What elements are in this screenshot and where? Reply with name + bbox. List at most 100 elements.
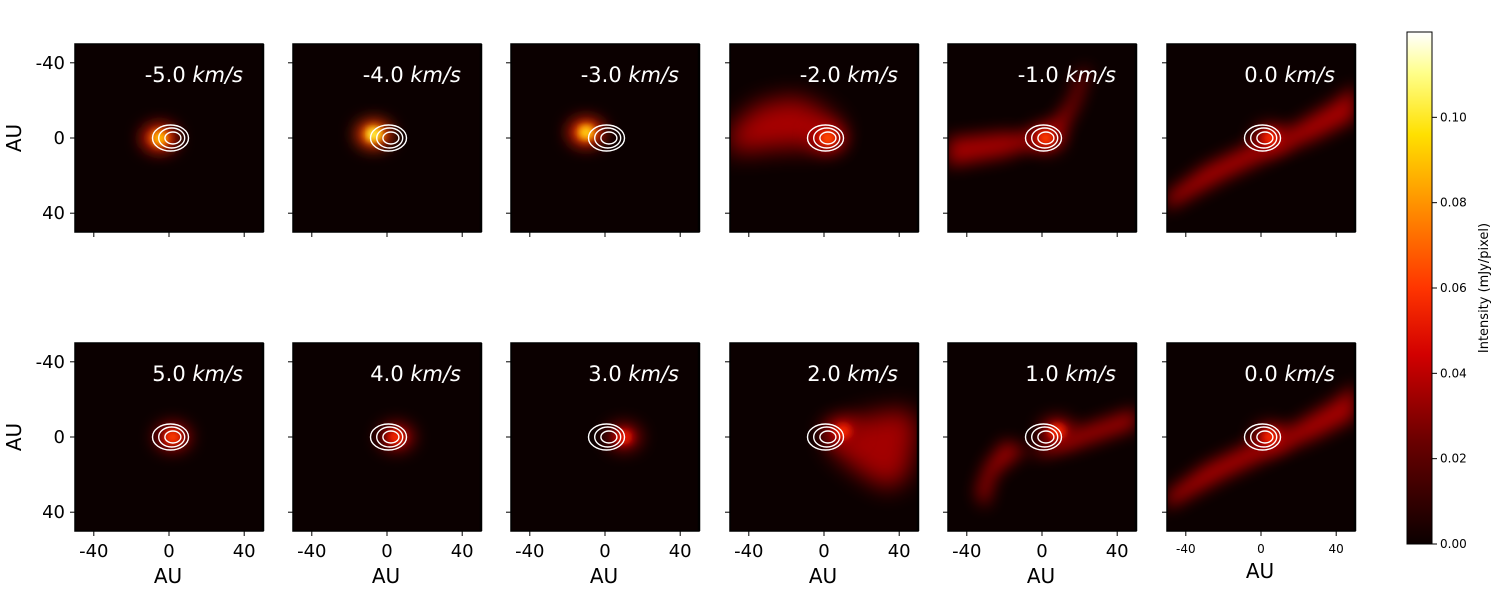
panel-r1-c2: -4.0 km/s	[288, 43, 483, 237]
extended-emission	[948, 66, 1089, 167]
y-tick-label: 40	[42, 502, 65, 523]
y-tick-label: 0	[54, 128, 65, 149]
contour-level	[1030, 426, 1059, 448]
velocity-unit: km/s	[1065, 63, 1116, 87]
x-tick-label: -40	[734, 541, 763, 562]
panel-r2-c1: 5.0 km/s -40 -40 0 0 40 40 AU AU	[2, 342, 265, 588]
x-tick-label: -40	[1176, 542, 1196, 556]
velocity-label: -4.0 km/s	[363, 63, 461, 87]
velocity-unit: km/s	[847, 63, 898, 87]
velocity-label: -1.0 km/s	[1018, 63, 1116, 87]
velocity-label: 5.0 km/s	[152, 362, 243, 386]
panel-r2-c2: 4.0 km/s -40 0 40 AU	[288, 342, 483, 588]
velocity-value: 2.0	[807, 362, 847, 386]
colorbar-tick-label: 0.02	[1440, 452, 1467, 466]
peak-center	[155, 134, 164, 142]
contour-level	[1249, 426, 1278, 448]
panel-r2-c6: 0.0 km/s -40 0 40 AU	[1162, 342, 1357, 583]
x-tick-label: 40	[1106, 541, 1129, 562]
x-axis-label: AU	[809, 564, 837, 588]
contour-level	[157, 426, 186, 448]
contour-level	[157, 127, 186, 149]
velocity-unit: km/s	[628, 362, 679, 386]
x-tick-label: 0	[1257, 542, 1265, 556]
x-tick-label: -40	[79, 541, 108, 562]
colorbar-tick-label: 0.06	[1440, 281, 1467, 295]
contour-level	[587, 423, 626, 451]
x-tick-label: 40	[888, 541, 911, 562]
emission	[355, 120, 392, 149]
panel-background	[511, 343, 699, 531]
contour-level	[806, 423, 845, 451]
x-tick-label: 0	[381, 541, 392, 562]
contour-level	[594, 426, 622, 448]
contour-level	[819, 131, 837, 145]
velocity-label: 1.0 km/s	[1025, 362, 1116, 386]
velocity-label: -3.0 km/s	[581, 63, 679, 87]
y-tick-label: -40	[36, 352, 65, 373]
y-tick-label: 40	[42, 203, 65, 224]
contour-level	[1256, 430, 1274, 444]
panel-r2-c3: 3.0 km/s -40 0 40 AU	[506, 342, 701, 588]
contour-level	[151, 423, 190, 451]
contour-level	[1030, 127, 1059, 149]
emission	[378, 423, 415, 451]
x-tick-label: 0	[599, 541, 610, 562]
contour-level	[813, 426, 841, 448]
contour-level	[819, 430, 837, 444]
velocity-value: 5.0	[152, 362, 192, 386]
y-axis-label: AU	[2, 423, 26, 451]
velocity-unit: km/s	[1284, 63, 1335, 87]
x-tick-label: -40	[297, 541, 326, 562]
extended-emission	[976, 408, 1136, 509]
x-axis-label: AU	[1246, 559, 1274, 583]
velocity-value: 0.0	[1244, 362, 1284, 386]
panel-r2-c5: 1.0 km/s -40 0 40 AU	[943, 342, 1138, 588]
colorbar-label: Intensity (mJy/pixel)	[1477, 223, 1492, 353]
colorbar-tick-label: 0.10	[1440, 110, 1467, 124]
emission	[824, 408, 918, 490]
peak-center	[582, 128, 591, 137]
contour-level	[813, 127, 841, 149]
contour-level	[382, 430, 400, 444]
y-tick-label: -40	[36, 53, 65, 74]
velocity-label: 0.0 km/s	[1244, 63, 1335, 87]
peak-center	[1041, 134, 1050, 142]
colorbar-tick-label: 0.00	[1440, 537, 1467, 551]
contour-level	[594, 127, 622, 149]
x-tick-label: 40	[1329, 542, 1344, 556]
colorbar: 0.00 0.02 0.04 0.06 0.08 0.10 Intensity (mJy/p…	[1406, 31, 1492, 551]
velocity-unit: km/s	[192, 63, 243, 87]
velocity-value: 1.0	[1025, 362, 1065, 386]
velocity-label: 4.0 km/s	[370, 362, 461, 386]
panel-background	[511, 44, 699, 232]
emission	[568, 118, 605, 147]
contour-level	[1037, 430, 1055, 444]
velocity-unit: km/s	[628, 63, 679, 87]
panel-r1-c3: -3.0 km/s	[506, 43, 701, 237]
colorbar-tick-label: 0.04	[1440, 366, 1467, 380]
panel-r1-c4: -2.0 km/s	[725, 43, 920, 237]
colorbar-gradient	[1407, 32, 1432, 544]
velocity-value: -2.0	[800, 63, 848, 87]
x-axis-label: AU	[590, 564, 618, 588]
contour-level	[587, 124, 626, 152]
velocity-unit: km/s	[847, 362, 898, 386]
x-tick-label: -40	[952, 541, 981, 562]
velocity-unit: km/s	[410, 63, 461, 87]
colorbar-tick-label: 0.08	[1440, 196, 1467, 210]
velocity-label: -2.0 km/s	[800, 63, 898, 87]
x-axis-label: AU	[154, 564, 182, 588]
velocity-unit: km/s	[1284, 362, 1335, 386]
contour-level	[1024, 124, 1063, 152]
x-axis-label: AU	[372, 564, 400, 588]
contour-level	[1249, 127, 1278, 149]
velocity-value: 3.0	[588, 362, 628, 386]
contour-level	[151, 124, 190, 152]
contour-level	[600, 131, 618, 145]
panel-r2-c4: 2.0 km/s -40 0 40 AU	[725, 342, 920, 588]
emission	[141, 124, 178, 152]
x-tick-label: 0	[1036, 541, 1047, 562]
